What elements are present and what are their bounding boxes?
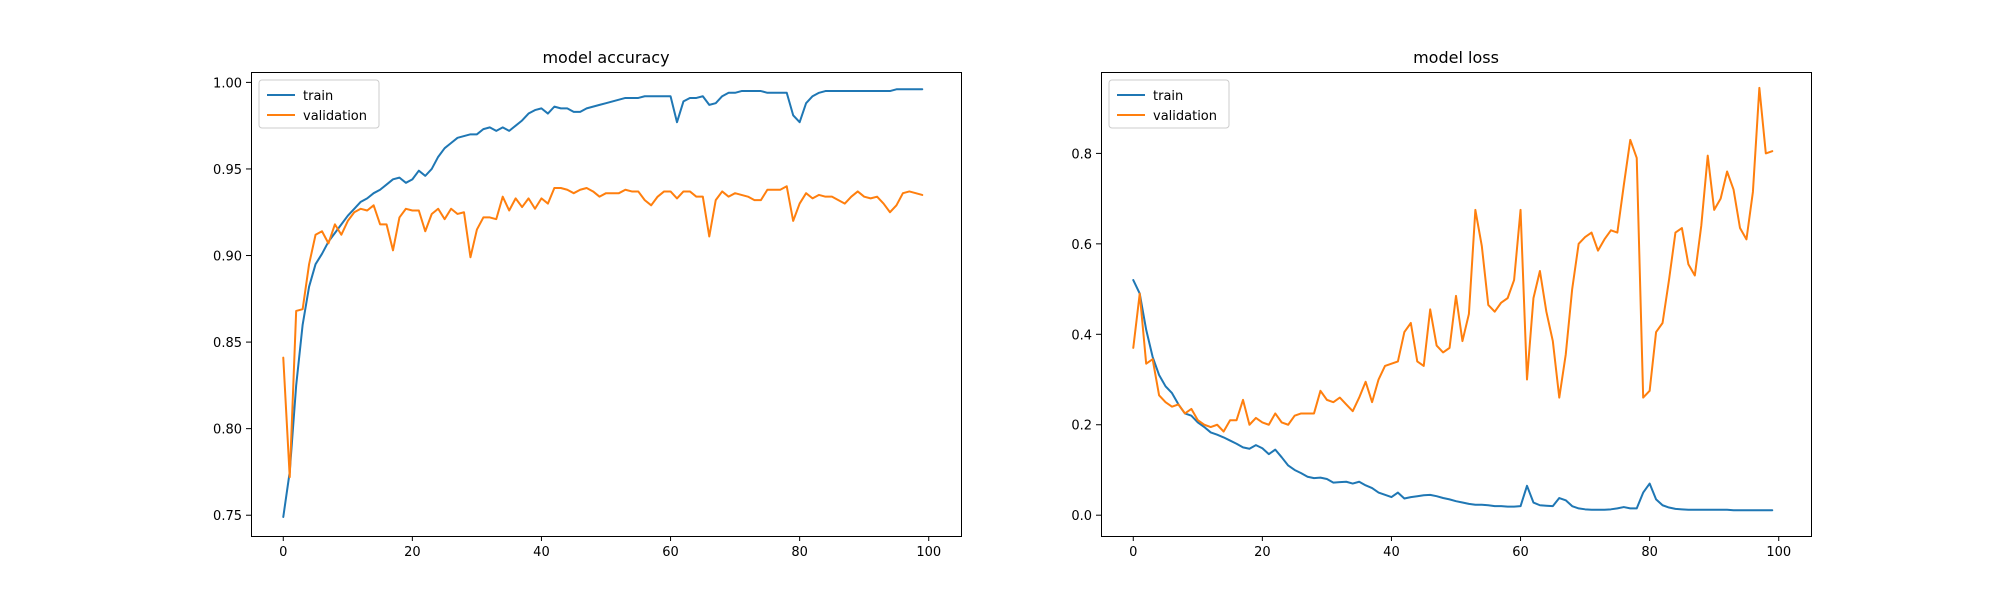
legend-label-train: train: [303, 89, 333, 104]
legend: train validation: [1108, 79, 1230, 129]
x-tick-label: 100: [916, 545, 941, 560]
chart-accuracy: model accuracy 0 20 40 60 80 100 0.75 0.80 0.85 0.…: [213, 48, 962, 560]
x-tick-label: 0: [1129, 545, 1137, 560]
x-tick-label: 80: [791, 545, 808, 560]
x-tick-label: 0: [279, 545, 287, 560]
legend-label-train: train: [1153, 89, 1183, 104]
y-tick-label: 0.95: [213, 163, 242, 178]
chart-loss: model loss 0 20 40 60 80 100 0.0 0.2 0.4 0.6 0.8 tra…: [1071, 48, 1812, 560]
plot-frame: [1101, 72, 1812, 537]
x-tick-label: 40: [533, 545, 550, 560]
y-tick-label: 0.0: [1071, 509, 1092, 524]
y-tick-label: 0.90: [213, 250, 242, 265]
y-tick-label: 0.6: [1071, 238, 1092, 253]
legend: train validation: [258, 79, 380, 129]
x-tick-label: 60: [1512, 545, 1529, 560]
x-tick-label: 80: [1641, 545, 1658, 560]
plot-frame: [251, 72, 962, 537]
x-tick-label: 20: [404, 545, 421, 560]
x-tick-label: 100: [1766, 545, 1791, 560]
legend-label-validation: validation: [1153, 109, 1217, 124]
series-line-train: [1132, 279, 1774, 512]
x-tick-label: 20: [1254, 545, 1271, 560]
y-tick-label: 0.85: [213, 336, 242, 351]
y-tick-label: 0.2: [1071, 419, 1092, 434]
x-tick-label: 60: [662, 545, 679, 560]
series-line-validation: [1132, 86, 1774, 433]
legend-label-validation: validation: [303, 109, 367, 124]
series-line-validation: [282, 185, 924, 479]
chart-title: model accuracy: [542, 48, 669, 67]
y-tick-label: 0.8: [1071, 147, 1092, 162]
y-tick-label: 1.00: [213, 76, 242, 91]
y-tick-label: 0.4: [1071, 328, 1092, 343]
series-line-train: [282, 88, 924, 518]
chart-title: model loss: [1413, 48, 1499, 67]
y-tick-label: 0.80: [213, 423, 242, 438]
y-tick-label: 0.75: [213, 509, 242, 524]
x-tick-label: 40: [1383, 545, 1400, 560]
